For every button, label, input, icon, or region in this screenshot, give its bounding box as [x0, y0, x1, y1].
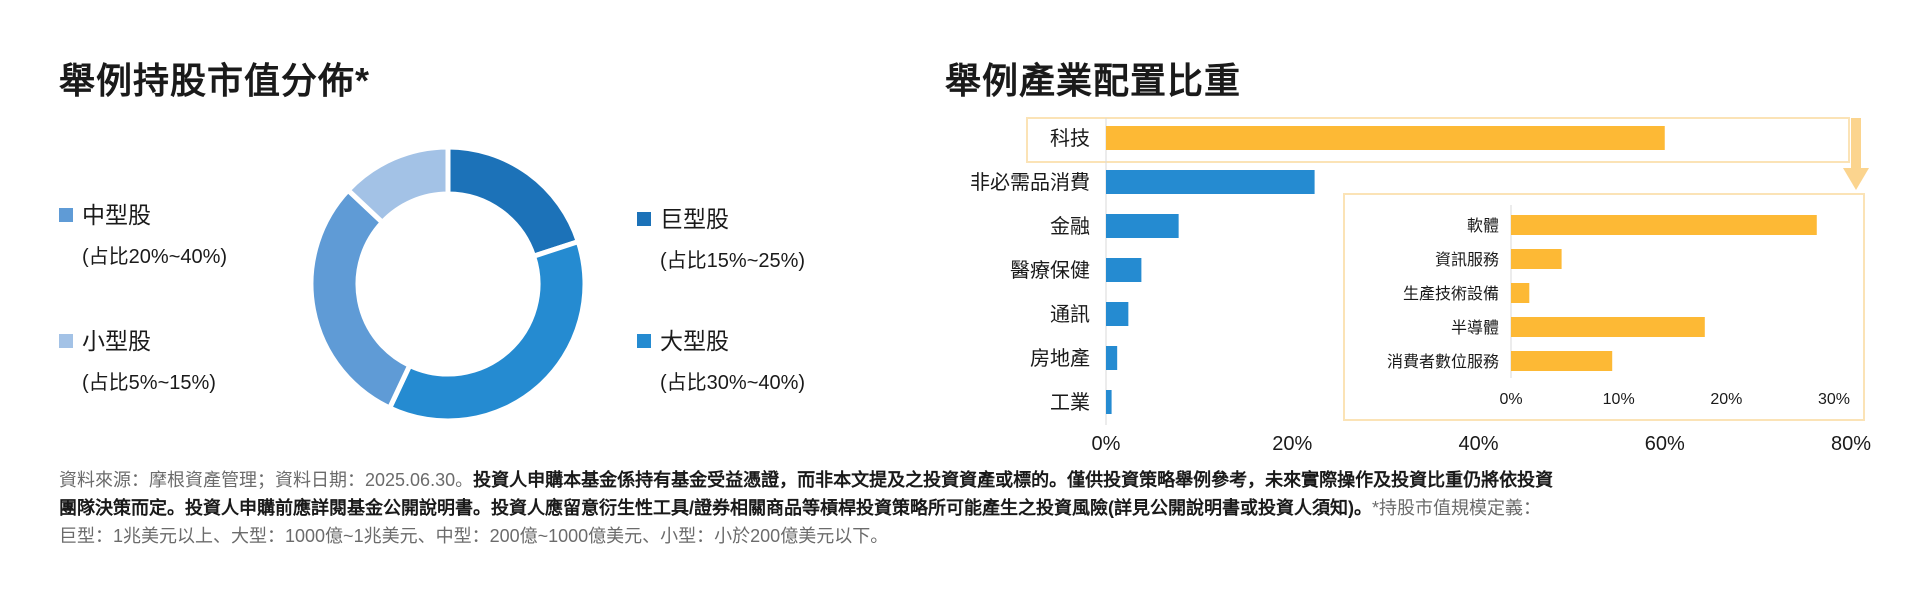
inset-bar-label: 軟體	[1467, 217, 1499, 235]
legend-swatch	[637, 334, 651, 348]
bar-0	[1106, 126, 1665, 150]
highlight-box	[1026, 117, 1850, 163]
bar-4	[1106, 302, 1129, 326]
bar-5	[1106, 346, 1118, 370]
sector-title: 舉例產業配置比重	[945, 60, 1242, 101]
inset-bar-3	[1511, 317, 1705, 337]
highlight-arrow-head	[1843, 168, 1869, 190]
source-text: 資料來源：摩根資產管理；資料日期：2025.06.30。	[59, 470, 474, 490]
donut-slice-2	[308, 186, 414, 412]
legend-label: 巨型股	[660, 206, 729, 232]
legend-small-cap: 小型股 (占比5%~15%)	[59, 322, 216, 395]
disclaimer-text: 團隊決策而定。投資人申購前應詳閱基金公開說明書。投資人應留意衍生性工具/證券相關…	[59, 498, 1372, 518]
footnote-line-1: 資料來源：摩根資產管理；資料日期：2025.06.30。投資人申購本基金係持有基…	[59, 466, 1553, 494]
legend-label: 小型股	[82, 328, 151, 354]
market-cap-title: 舉例持股市值分佈*	[59, 60, 371, 101]
inset-bar-label: 消費者數位服務	[1387, 353, 1499, 371]
legend-swatch	[59, 334, 73, 348]
inset-bar-label: 生產技術設備	[1403, 285, 1499, 303]
donut-slice-1	[386, 238, 588, 424]
legend-mega-cap: 巨型股 (占比15%~25%)	[637, 200, 805, 273]
inset-x-tick-label: 0%	[1499, 391, 1522, 408]
legend-swatch	[637, 212, 651, 226]
x-tick-label: 0%	[1092, 433, 1121, 455]
x-tick-label: 80%	[1831, 433, 1871, 455]
inset-x-tick-label: 30%	[1818, 391, 1850, 408]
definition-text: *持股市值規模定義：	[1371, 498, 1541, 518]
legend-range: (占比15%~25%)	[660, 250, 806, 272]
inset-bar-label: 半導體	[1451, 318, 1499, 337]
donut-slice-0	[445, 144, 582, 260]
legend-range: (占比30%~40%)	[660, 372, 806, 394]
donut-slice-3	[344, 144, 451, 226]
bar-label: 房地產	[1030, 347, 1090, 370]
bar-label: 科技	[1050, 127, 1090, 150]
bar-6	[1106, 390, 1112, 414]
footnote-line-3: 巨型：1兆美元以上、大型：1000億~1兆美元、中型：200億~1000億美元、…	[59, 522, 1553, 550]
bar-3	[1106, 258, 1142, 282]
x-tick-label: 40%	[1458, 433, 1498, 455]
footnote: 資料來源：摩根資產管理；資料日期：2025.06.30。投資人申購本基金係持有基…	[59, 466, 1553, 550]
bar-label: 通訊	[1050, 303, 1090, 326]
inset-bar-1	[1511, 249, 1562, 269]
x-tick-label: 60%	[1645, 433, 1685, 455]
inset-bar-2	[1511, 283, 1530, 303]
definition-text: 巨型：1兆美元以上、大型：1000億~1兆美元、中型：200億~1000億美元、…	[59, 526, 889, 546]
footnote-line-2: 團隊決策而定。投資人申購前應詳閱基金公開說明書。投資人應留意衍生性工具/證券相關…	[59, 494, 1553, 522]
highlight-arrow-shaft	[1851, 118, 1861, 170]
inset-bar-0	[1511, 215, 1817, 235]
legend-swatch	[59, 208, 73, 222]
bar-1	[1106, 170, 1315, 194]
inset-x-tick-label: 20%	[1710, 391, 1742, 408]
bar-label: 醫療保健	[1010, 259, 1090, 282]
inset-bar-label: 資訊服務	[1435, 251, 1499, 269]
inset-x-tick-label: 10%	[1603, 391, 1635, 408]
bar-label: 非必需品消費	[970, 171, 1090, 194]
legend-range: (占比20%~40%)	[82, 246, 228, 268]
bar-label: 工業	[1050, 391, 1090, 414]
bar-label: 金融	[1050, 215, 1090, 238]
x-tick-label: 20%	[1272, 433, 1312, 455]
disclaimer-text: 投資人申購本基金係持有基金受益憑證，而非本文提及之投資資產或標的。僅供投資策略舉…	[473, 470, 1554, 490]
bar-2	[1106, 214, 1179, 238]
inset-bar-4	[1511, 351, 1613, 371]
legend-large-cap: 大型股 (占比30%~40%)	[637, 322, 805, 395]
legend-label: 大型股	[660, 328, 729, 354]
legend-label: 中型股	[82, 202, 151, 228]
legend-range: (占比5%~15%)	[82, 372, 216, 394]
legend-mid-cap: 中型股 (占比20%~40%)	[59, 196, 227, 269]
